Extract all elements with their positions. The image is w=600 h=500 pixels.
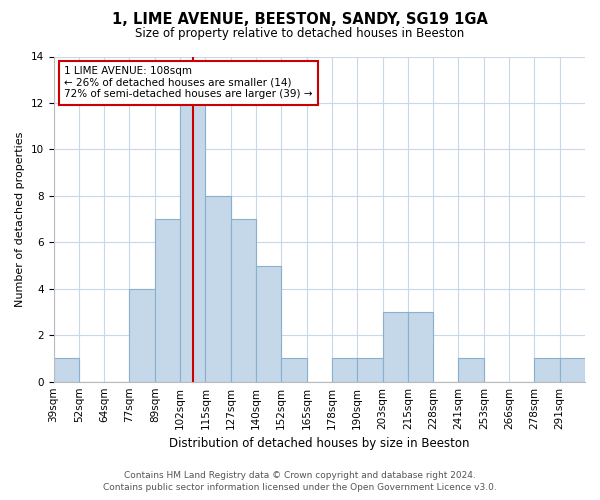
Bar <box>458 358 484 382</box>
X-axis label: Distribution of detached houses by size in Beeston: Distribution of detached houses by size … <box>169 437 470 450</box>
Text: 1, LIME AVENUE, BEESTON, SANDY, SG19 1GA: 1, LIME AVENUE, BEESTON, SANDY, SG19 1GA <box>112 12 488 28</box>
Bar <box>53 358 79 382</box>
Bar <box>230 219 256 382</box>
Text: Contains HM Land Registry data © Crown copyright and database right 2024.
Contai: Contains HM Land Registry data © Crown c… <box>103 471 497 492</box>
Bar <box>155 219 180 382</box>
Bar <box>180 103 205 382</box>
Bar <box>560 358 585 382</box>
Y-axis label: Number of detached properties: Number of detached properties <box>15 132 25 307</box>
Bar <box>408 312 433 382</box>
Bar <box>383 312 408 382</box>
Bar <box>205 196 230 382</box>
Bar <box>357 358 383 382</box>
Text: Size of property relative to detached houses in Beeston: Size of property relative to detached ho… <box>136 28 464 40</box>
Text: 1 LIME AVENUE: 108sqm
← 26% of detached houses are smaller (14)
72% of semi-deta: 1 LIME AVENUE: 108sqm ← 26% of detached … <box>64 66 313 100</box>
Bar <box>130 289 155 382</box>
Bar <box>332 358 357 382</box>
Bar <box>281 358 307 382</box>
Bar <box>535 358 560 382</box>
Bar <box>256 266 281 382</box>
